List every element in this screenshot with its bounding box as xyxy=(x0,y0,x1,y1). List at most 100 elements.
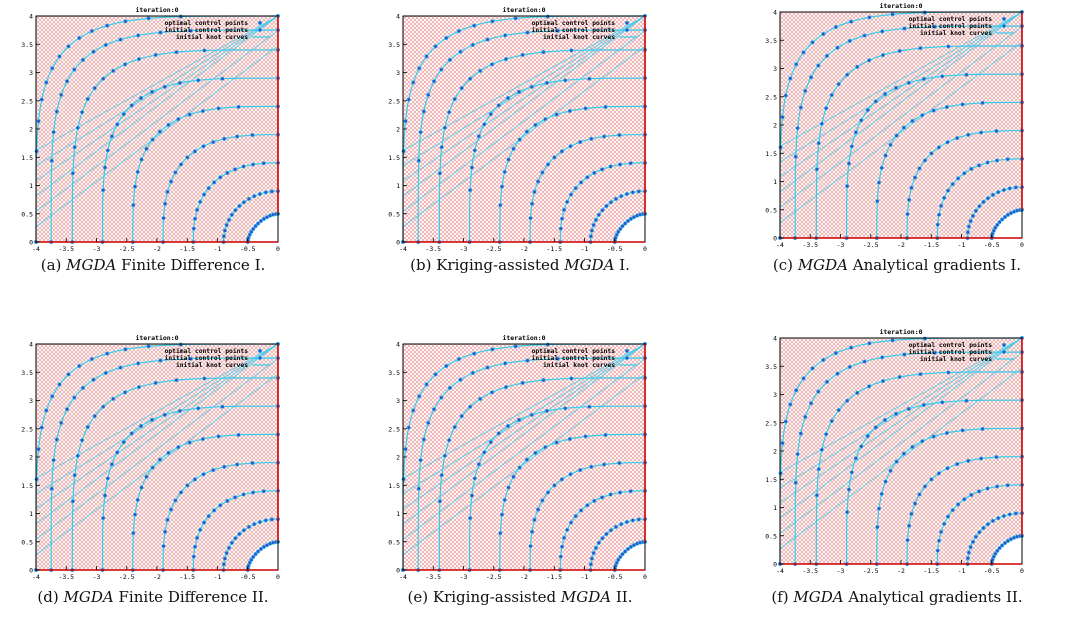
y-tick-label: 4 xyxy=(773,9,777,17)
control-point xyxy=(234,462,240,467)
control-point xyxy=(596,540,601,545)
control-point xyxy=(600,208,605,213)
control-point xyxy=(269,189,274,194)
control-point xyxy=(973,534,978,539)
x-tick-label: -0.5 xyxy=(607,245,623,253)
control-point xyxy=(237,203,242,209)
control-point xyxy=(873,99,878,104)
control-point xyxy=(794,388,799,393)
control-point xyxy=(222,228,228,233)
control-point xyxy=(92,414,97,419)
control-point xyxy=(623,549,628,554)
x-tick-label: -2 xyxy=(520,573,528,581)
control-point xyxy=(936,538,942,543)
caption-post: Finite Difference II. xyxy=(113,588,269,606)
legend-label: initial control points xyxy=(165,26,249,34)
knot-line xyxy=(779,337,1023,504)
control-point xyxy=(105,476,110,481)
control-point xyxy=(216,106,221,111)
y-tick-label: 0.5 xyxy=(765,532,777,540)
control-point xyxy=(543,117,548,122)
control-point xyxy=(439,145,444,150)
control-point xyxy=(608,528,614,533)
knot-line xyxy=(35,343,279,510)
control-point xyxy=(976,163,982,168)
plot-c: -4 -3.5 -3 -2.5 -2 -1.5 -1 -0.5 0 0 0.5 1 1.5 2 2.5 3 3.… xyxy=(765,2,1025,249)
x-tick-label: -1.5 xyxy=(179,573,195,581)
control-point xyxy=(950,182,955,187)
x-tick-label: -3.5 xyxy=(425,573,441,581)
control-point xyxy=(256,221,261,226)
control-point xyxy=(417,66,422,71)
control-point xyxy=(178,342,183,347)
x-tick-label: -3 xyxy=(837,241,845,249)
control-point xyxy=(57,382,62,387)
control-point xyxy=(123,19,128,24)
control-point xyxy=(472,148,477,153)
control-point xyxy=(921,76,927,82)
control-point xyxy=(157,457,162,462)
control-point xyxy=(902,26,907,31)
control-point xyxy=(816,467,821,472)
control-point xyxy=(476,134,481,139)
control-point xyxy=(568,472,573,477)
control-point xyxy=(174,378,179,383)
control-point xyxy=(932,350,937,355)
control-point xyxy=(101,76,106,81)
y-tick-label: 2 xyxy=(773,122,777,130)
legend-label: initial knot curves xyxy=(543,361,615,369)
control-point xyxy=(995,222,1000,227)
control-point xyxy=(157,129,162,134)
x-tick-label: -4 xyxy=(776,567,784,575)
control-point xyxy=(472,23,477,28)
y-tick-label: 0 xyxy=(396,567,400,575)
control-point xyxy=(211,180,217,185)
control-point xyxy=(616,229,621,234)
control-point xyxy=(456,357,462,362)
control-point xyxy=(918,372,923,377)
control-point xyxy=(801,50,806,55)
control-point xyxy=(224,551,229,556)
control-point xyxy=(980,100,985,106)
control-point xyxy=(200,108,206,114)
control-point xyxy=(568,144,573,149)
control-point xyxy=(978,456,984,461)
x-tick-label: -4 xyxy=(776,241,784,249)
control-point xyxy=(431,407,437,412)
control-point xyxy=(788,76,793,81)
control-point xyxy=(192,544,198,549)
y-tick-label: 0 xyxy=(773,235,777,243)
control-point xyxy=(520,380,525,386)
control-point xyxy=(955,502,961,507)
control-point xyxy=(516,89,522,94)
y-tick-label: 3.5 xyxy=(765,363,777,371)
control-point xyxy=(824,53,830,59)
control-point xyxy=(102,165,107,170)
control-point xyxy=(72,145,77,150)
control-point xyxy=(191,226,196,231)
control-point xyxy=(426,420,431,426)
control-point xyxy=(165,189,170,194)
control-point xyxy=(246,524,252,530)
control-point xyxy=(250,162,256,167)
control-point xyxy=(220,76,225,81)
y-tick-label: 0.5 xyxy=(388,210,400,218)
knot-line xyxy=(402,373,646,556)
control-point xyxy=(64,407,70,412)
control-point xyxy=(253,223,258,229)
control-point xyxy=(263,518,268,523)
control-point xyxy=(977,204,982,209)
control-point xyxy=(810,366,815,371)
control-point xyxy=(968,219,973,224)
control-point xyxy=(912,175,918,180)
x-tick-label: 0 xyxy=(643,573,647,581)
control-point xyxy=(253,551,258,557)
legend-marker xyxy=(257,348,263,354)
control-point xyxy=(942,521,947,526)
control-point xyxy=(636,517,641,522)
control-point xyxy=(218,175,223,180)
control-point xyxy=(115,122,120,127)
control-point xyxy=(552,483,557,488)
control-point xyxy=(541,50,546,55)
control-point xyxy=(426,92,431,98)
